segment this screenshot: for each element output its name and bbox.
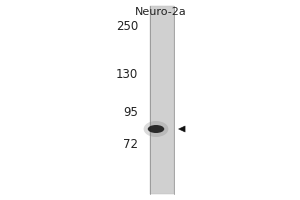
Ellipse shape <box>148 125 164 133</box>
Bar <box>150 6 174 194</box>
Text: 130: 130 <box>116 68 138 80</box>
Text: 250: 250 <box>116 20 138 32</box>
Text: 95: 95 <box>123 106 138 118</box>
Polygon shape <box>178 126 185 132</box>
Ellipse shape <box>144 121 168 137</box>
Text: 72: 72 <box>123 138 138 150</box>
Text: Neuro-2a: Neuro-2a <box>135 7 186 17</box>
